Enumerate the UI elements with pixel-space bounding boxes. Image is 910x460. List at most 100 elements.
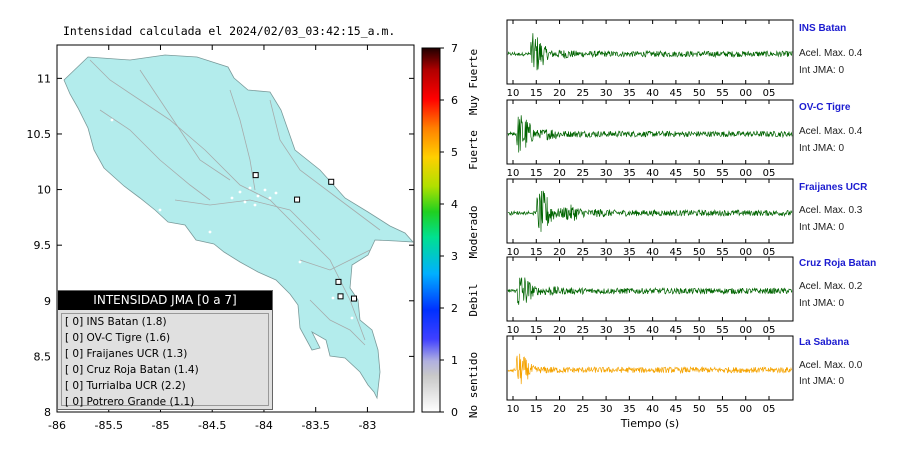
waveform-x-tick-label: 40 [646,404,659,415]
waveform-x-tick-label: 25 [576,404,589,415]
waveform-x-tick-label: 15 [530,325,543,336]
station-marker [294,196,301,203]
waveform-x-tick-label: 30 [600,88,613,99]
waveform-x-tick-label: 45 [670,247,683,258]
waveform-x-tick-label: 00 [739,88,752,99]
waveform-x-tick-label: 15 [530,247,543,258]
colorbar-gradient [421,47,441,413]
colorbar-level-label: No sentido [467,352,480,418]
waveform-x-tick-label: 50 [693,404,706,415]
waveform-x-tick-label: 10 [507,404,520,415]
waveform-x-tick-label: 30 [600,325,613,336]
waveform-x-tick-label: 25 [576,88,589,99]
waveform-x-tick-label: 55 [716,168,729,179]
waveform-x-tick-label: 00 [739,325,752,336]
waveform-x-tick-label: 15 [530,404,543,415]
waveform-trace [507,353,792,385]
panel-accel-label: Acel. Max. 0.4 [799,48,863,59]
legend-item: [ 0] Cruz Roja Batan (1.4) [65,364,199,376]
colorbar-tick-label: 7 [451,42,458,55]
waveform-x-tick-label: 05 [763,404,776,415]
colorbar-level-label: Fuerte [467,130,480,170]
colorbar-level-label: Debil [467,283,480,316]
x-tick-label: -85.5 [95,419,123,432]
waveform-x-tick-label: 50 [693,325,706,336]
waveform-x-tick-label: 10 [507,325,520,336]
waveform-x-tick-label: 20 [553,88,566,99]
waveform-panel-frame [506,335,794,401]
panel-station-label: OV-C Tigre [799,102,851,113]
waveform-x-tick-label: 30 [600,168,613,179]
waveform-x-tick-label: 50 [693,247,706,258]
waveform-x-tick-label: 35 [623,88,636,99]
panel-int-label: Int JMA: 0 [799,376,845,387]
waveform-x-tick-label: 45 [670,168,683,179]
x-tick-label: -83.5 [301,419,329,432]
panel-int-label: Int JMA: 0 [799,65,845,76]
waveform-x-tick-label: 40 [646,325,659,336]
panel-int-label: Int JMA: 0 [799,298,845,309]
waveform-x-tick-label: 25 [576,168,589,179]
waveform-x-tick-label: 35 [623,247,636,258]
waveform-trace [507,276,793,305]
waveform-x-tick-label: 35 [623,404,636,415]
station-marker [328,178,335,185]
waveform-x-tick-label: 05 [763,168,776,179]
legend-item: [ 0] OV-C Tigre (1.6) [65,332,171,344]
panel-station-label: Cruz Roja Batan [799,258,877,269]
waveform-x-tick-label: 40 [646,168,659,179]
y-tick-label: 11 [37,72,51,85]
station-marker [335,278,342,285]
y-tick-label: 10 [37,184,51,197]
legend-title: INTENSIDAD JMA [0 a 7] [58,291,272,310]
costa-rica-landmass [63,54,414,400]
colorbar-tick-label: 5 [451,146,458,159]
y-tick-label: 9 [44,295,51,308]
waveform-x-tick-label: 45 [670,325,683,336]
waveform-x-tick-label: 15 [530,88,543,99]
station-markers [252,172,357,302]
colorbar-tick-label: 4 [451,198,458,211]
panel-station-label: INS Batan [799,23,847,34]
station-marker [252,172,259,179]
waveform-x-tick-label: 40 [646,88,659,99]
waveform-x-tick-label: 10 [507,88,520,99]
waveform-x-tick-label: 00 [739,168,752,179]
intensity-legend: INTENSIDAD JMA [0 a 7] [ 0] INS Batan (1… [57,290,273,410]
legend-list: [ 0] INS Batan (1.8) [ 0] OV-C Tigre (1.… [61,313,269,408]
waveform-x-tick-label: 20 [553,168,566,179]
waveform-x-tick-label: 10 [507,168,520,179]
colorbar-tick-label: 6 [451,94,458,107]
waveform-x-tick-label: 45 [670,88,683,99]
waveform-x-tick-label: 55 [716,88,729,99]
legend-item: [ 0] INS Batan (1.8) [65,316,167,328]
y-tick-label: 8 [44,406,51,419]
y-tick-label: 8.5 [34,350,52,363]
legend-item: [ 0] Turrialba UCR (2.2) [65,380,186,392]
waveform-trace [507,190,793,232]
waveform-x-tick-label: 20 [553,247,566,258]
waveform-x-tick-label: 45 [670,404,683,415]
station-marker [337,293,344,300]
waveform-x-tick-label: 20 [553,404,566,415]
waveform-x-tick-label: 40 [646,247,659,258]
panel-accel-label: Acel. Max. 0.2 [799,281,863,292]
colorbar-tick-label: 0 [451,406,458,419]
intensity-colorbar: 0 1 2 3 4 5 6 7 No sentido Debil Moderado Fuerte Muy… [421,42,480,419]
map-title: Intensidad calculada el 2024/02/03_03:42… [63,24,396,38]
colorbar-level-label: Muy Fuerte [467,49,480,115]
waveform-x-tick-label: 25 [576,325,589,336]
colorbar-level-label: Moderado [467,206,480,259]
waveform-x-tick-label: 05 [763,247,776,258]
waveform-x-tick-label: 00 [739,404,752,415]
x-tick-label: -84.5 [198,419,226,432]
colorbar-tick-label: 3 [451,250,458,263]
waveform-x-tick-label: 25 [576,247,589,258]
y-tick-label: 9.5 [34,239,52,252]
waveform-x-tick-label: 05 [763,325,776,336]
waveform-x-tick-label: 30 [600,247,613,258]
waveform-x-tick-label: 35 [623,168,636,179]
waveform-x-tick-label: 05 [763,88,776,99]
panel-accel-label: Acel. Max. 0.0 [799,360,863,371]
